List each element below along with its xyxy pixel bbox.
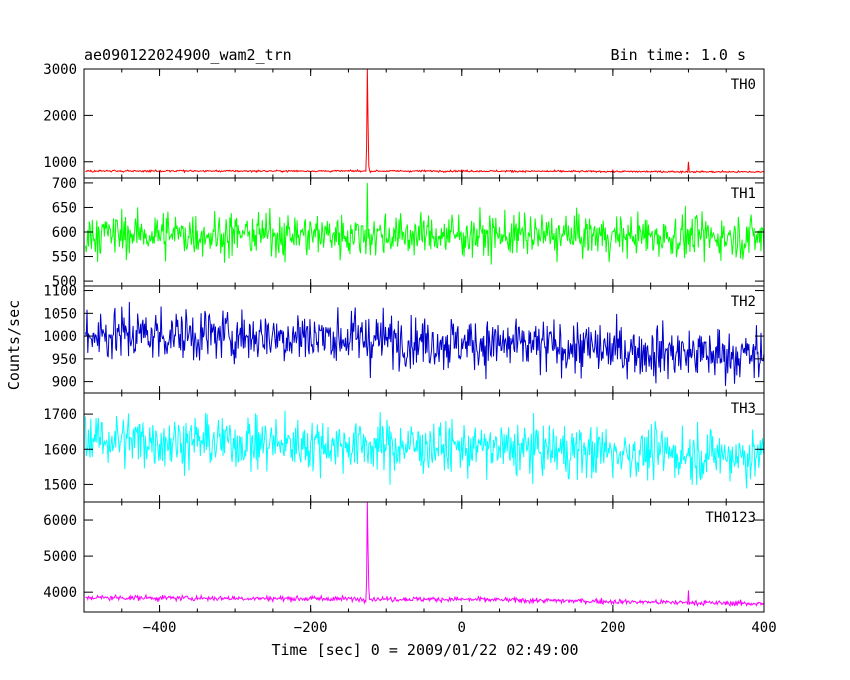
chart-title: ae090122024900_wam2_trn [84,46,292,64]
bin-time-label: Bin time: 1.0 s [611,46,746,64]
y-tick-label: 1000 [43,155,77,171]
series-line-th0123 [85,502,764,608]
y-tick-label: 2000 [43,108,77,124]
x-tick-label: 200 [600,620,625,636]
panel-label: TH3 [731,401,756,417]
series-line-th2 [85,301,764,386]
panel-label: TH1 [731,186,756,202]
y-tick-label: 900 [52,375,77,391]
panel-label: TH0123 [705,510,756,526]
panel-label: TH0 [731,77,756,93]
panel-stack: 1000 2000 3000 TH0 500 550 600 650 700 TH1 900 950 1… [43,62,765,613]
y-tick-label: 1600 [43,442,77,458]
y-tick-label: 5000 [43,549,77,565]
series-line-th3 [85,410,764,489]
panel-th3: 1500 1600 1700 TH3 [43,392,765,503]
panel-frame [83,501,765,613]
x-axis-ticks: −400 −200 0 200 400 [143,620,777,636]
y-axis-label: Counts/sec [5,300,23,390]
x-axis-label: Time [sec] 0 = 2009/01/22 02:49:00 [271,641,578,659]
y-tick-label: 4000 [43,585,77,601]
panel-th0: 1000 2000 3000 TH0 [43,62,765,179]
y-tick-label: 950 [52,352,77,368]
x-tick-label: 400 [751,620,776,636]
y-tick-label: 650 [52,200,77,216]
y-tick-label: 550 [52,250,77,266]
panel-label: TH2 [731,294,756,310]
x-tick-label: −400 [143,620,177,636]
panel-frame [83,392,765,503]
y-tick-label: 6000 [43,513,77,529]
x-tick-label: −200 [294,620,328,636]
y-tick-label: 500 [52,274,77,290]
x-tick-label: 0 [458,620,466,636]
y-tick-label: 1700 [43,407,77,423]
y-tick-label: 1000 [43,329,77,345]
series-line-th1 [85,182,764,265]
panel-th0123: 4000 5000 6000 TH0123 [43,501,765,613]
panel-th2: 900 950 1000 1050 1100 TH2 [43,284,765,394]
y-tick-label: 1100 [43,284,77,300]
y-tick-label: 3000 [43,62,77,78]
panel-th1: 500 550 600 650 700 TH1 [52,176,765,290]
y-tick-label: 1050 [43,306,77,322]
panel-frame [83,68,765,179]
y-tick-label: 1500 [43,477,77,493]
y-tick-label: 600 [52,225,77,241]
series-line-th0 [85,69,764,175]
y-tick-label: 700 [52,176,77,192]
